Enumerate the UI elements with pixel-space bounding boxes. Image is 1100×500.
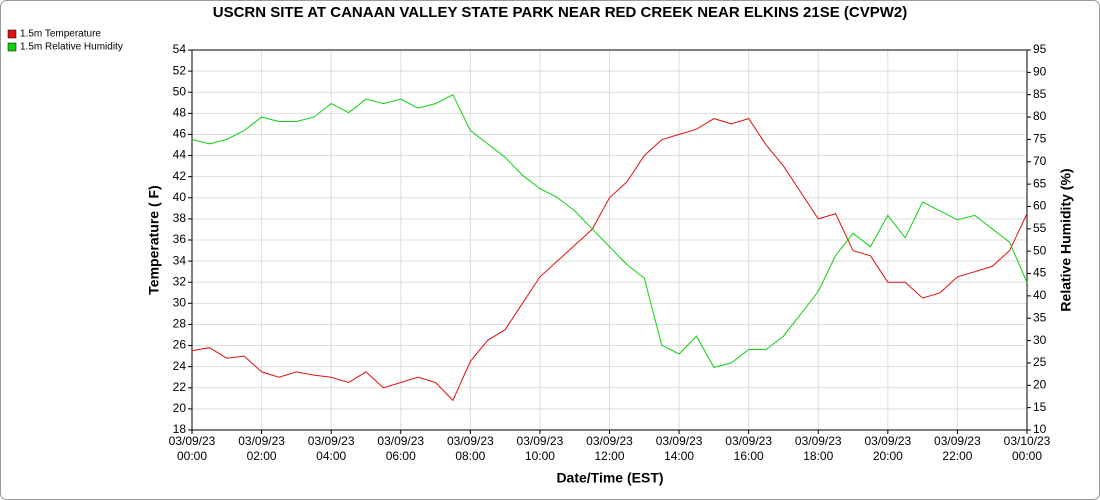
y-tick-label: 20: [173, 401, 187, 415]
y-tick-label: 30: [173, 296, 187, 310]
x-tick-label: 03/09/23 10:00: [517, 434, 564, 463]
x-tick-label: 03/09/23 22:00: [934, 434, 981, 463]
y2-axis-title: Relative Humidity (%): [1058, 168, 1074, 311]
y-tick-label: 34: [173, 253, 187, 267]
chart-title: USCRN SITE AT CANAAN VALLEY STATE PARK N…: [213, 4, 908, 21]
plot-border: [191, 49, 1028, 431]
y-tick-label: 44: [173, 148, 187, 162]
x-tick-label: 03/09/23 18:00: [795, 434, 842, 463]
x-tick-label: 03/09/23 14:00: [656, 434, 703, 463]
y-tick-label: 48: [173, 106, 187, 120]
y-tick-label: 40: [173, 190, 187, 204]
y2-tick-label: 70: [1033, 154, 1047, 168]
x-tick-label: 03/09/23 06:00: [377, 434, 424, 463]
y2-tick-label: 85: [1033, 87, 1047, 101]
y-tick-label: 18: [173, 422, 187, 436]
legend-label: 1.5m Relative Humidity: [20, 42, 123, 53]
y2-tick-label: 80: [1033, 109, 1047, 123]
y-tick-label: 42: [173, 169, 187, 183]
x-tick-label: 03/09/23 00:00: [169, 434, 216, 463]
legend-label: 1.5m Temperature: [20, 29, 101, 40]
y-tick-label: 36: [173, 232, 187, 246]
y-tick-label: 50: [173, 84, 187, 98]
y2-tick-label: 25: [1033, 355, 1047, 369]
legend-swatch: [7, 42, 17, 52]
y2-tick-label: 95: [1033, 42, 1047, 56]
y2-tick-label: 55: [1033, 221, 1047, 235]
x-axis-title: Date/Time (EST): [556, 470, 663, 486]
y2-tick-label: 30: [1033, 333, 1047, 347]
y-tick-label: 54: [173, 42, 187, 56]
x-tick-label: 03/09/23 02:00: [238, 434, 285, 463]
y2-tick-label: 45: [1033, 266, 1047, 280]
y2-tick-label: 40: [1033, 288, 1047, 302]
x-tick-label: 03/09/23 04:00: [308, 434, 355, 463]
x-tick-label: 03/09/23 16:00: [725, 434, 772, 463]
y-tick-label: 38: [173, 211, 187, 225]
y2-tick-label: 10: [1033, 422, 1047, 436]
y-axis-title: Temperature ( F): [146, 185, 162, 294]
legend-swatch: [7, 29, 17, 39]
y2-tick-label: 65: [1033, 176, 1047, 190]
y-tick-label: 52: [173, 63, 187, 77]
y2-tick-label: 20: [1033, 377, 1047, 391]
x-tick-label: 03/09/23 12:00: [586, 434, 633, 463]
y2-tick-label: 35: [1033, 310, 1047, 324]
y2-tick-label: 50: [1033, 243, 1047, 257]
y-tick-label: 22: [173, 380, 187, 394]
y2-tick-label: 90: [1033, 65, 1047, 79]
y-tick-label: 46: [173, 127, 187, 141]
series-line: [191, 94, 1028, 368]
y-tick-label: 26: [173, 338, 187, 352]
y-tick-label: 32: [173, 274, 187, 288]
y2-tick-label: 60: [1033, 199, 1047, 213]
y2-tick-label: 15: [1033, 400, 1047, 414]
x-tick-label: 03/09/23 08:00: [447, 434, 494, 463]
series-line: [191, 118, 1028, 402]
y-tick-label: 28: [173, 317, 187, 331]
y2-tick-label: 75: [1033, 132, 1047, 146]
x-tick-label: 03/10/23 00:00: [1004, 434, 1051, 463]
x-tick-label: 03/09/23 20:00: [864, 434, 911, 463]
y-tick-label: 24: [173, 359, 187, 373]
